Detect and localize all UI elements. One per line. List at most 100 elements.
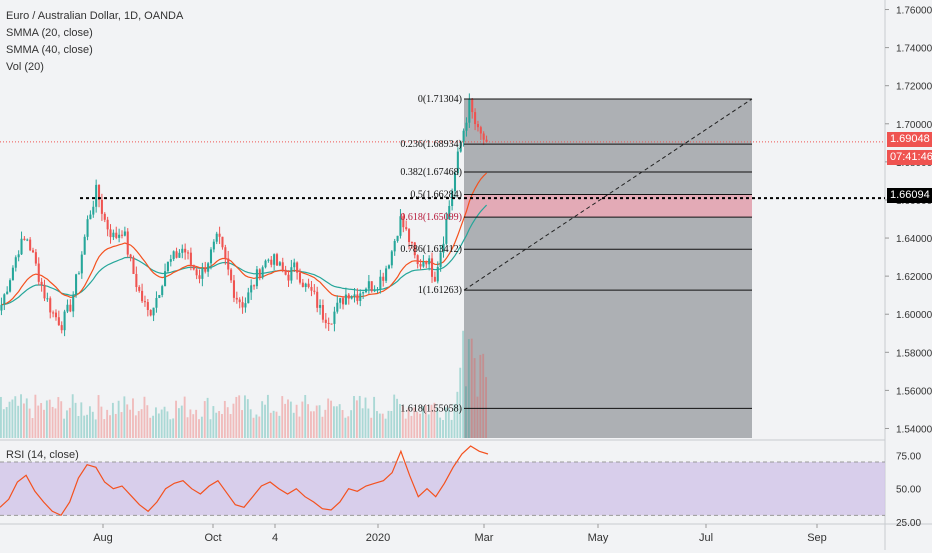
volume-bar	[235, 396, 238, 438]
candle-body	[474, 112, 477, 125]
volume-bar	[117, 400, 120, 438]
candle-body	[485, 139, 488, 142]
volume-bar	[269, 412, 272, 438]
candle-body	[453, 172, 457, 192]
candle-body	[258, 269, 261, 278]
candle-body	[224, 247, 227, 259]
volume-bar	[459, 367, 462, 438]
y-tick-label: 1.72000	[896, 82, 932, 93]
candle-body	[158, 294, 161, 298]
smma20-line	[1, 172, 488, 306]
candle-body	[387, 265, 390, 269]
candle-body	[313, 290, 316, 292]
volume-bar	[83, 415, 86, 438]
volume-bar	[143, 396, 146, 438]
candle-body	[109, 229, 112, 238]
candle-body	[23, 238, 26, 241]
volume-bar	[442, 419, 444, 438]
candle-body	[413, 242, 416, 256]
volume-bar	[80, 402, 83, 438]
volume-bar	[177, 408, 180, 438]
volume-bar	[310, 411, 312, 438]
rsi-line	[0, 445, 489, 517]
volume-bar	[295, 404, 298, 438]
candle-body	[172, 251, 175, 260]
candle-body	[0, 304, 3, 311]
volume-bar	[126, 404, 129, 438]
candle-body	[198, 275, 201, 279]
candle-body	[261, 267, 264, 278]
volume-bar	[123, 396, 126, 438]
candle-body	[184, 248, 187, 253]
volume-bar	[307, 404, 310, 438]
candle-body	[195, 269, 198, 276]
volume-bar	[232, 403, 235, 438]
volume-bar	[183, 396, 186, 438]
volume-bar	[378, 413, 381, 438]
candle-body	[232, 280, 235, 298]
volume-bar	[373, 396, 376, 438]
volume-bar	[68, 407, 71, 438]
fib-level-label: 0.5(1.66284)	[410, 190, 462, 201]
volume-bar	[298, 416, 301, 438]
candle-body	[359, 293, 362, 301]
volume-bar	[43, 409, 45, 438]
volume-bar	[281, 396, 284, 438]
volume-bar	[327, 398, 330, 438]
candle-body	[264, 260, 267, 268]
volume-bar	[393, 394, 396, 438]
rsi-y-tick-label: 25.00	[896, 518, 921, 529]
candle-body	[120, 234, 124, 236]
volume-bar	[100, 406, 103, 438]
x-tick-label: 4	[272, 532, 278, 544]
volume-bar	[292, 412, 295, 438]
candle-body	[192, 264, 195, 270]
volume-bar	[241, 410, 243, 438]
candle-body	[218, 233, 221, 237]
volume-bar	[221, 413, 223, 438]
candle-body	[476, 124, 479, 128]
candle-body	[135, 273, 138, 288]
line-price-tag: 1.66094	[887, 188, 932, 203]
rsi-y-tick-label: 50.00	[896, 485, 921, 496]
fib-level-label: 0.618(1.65099)	[400, 212, 462, 223]
volume-bar	[137, 411, 140, 438]
candle-body	[390, 251, 393, 266]
volume-bar	[94, 419, 97, 438]
candle-body	[385, 268, 388, 281]
volume-bar	[246, 399, 249, 438]
candle-body	[307, 283, 310, 287]
volume-bar	[163, 406, 166, 438]
volume-bar	[198, 419, 200, 438]
candle-body	[57, 317, 60, 326]
y-tick-label: 1.54000	[896, 424, 932, 435]
volume-bar	[155, 407, 157, 438]
candle-body	[66, 304, 69, 312]
volume-bar	[396, 398, 399, 438]
volume-bar	[134, 415, 137, 438]
candle-body	[456, 151, 459, 173]
volume-bar	[272, 410, 275, 438]
smma40-line	[1, 204, 488, 306]
fib-level-label: 0(1.71304)	[418, 94, 462, 105]
volume-bar	[264, 404, 266, 438]
candle-body	[152, 307, 155, 316]
volume-bar	[376, 411, 378, 438]
volume-bar	[132, 398, 134, 438]
volume-bar	[390, 410, 393, 438]
countdown-tag: 07:41:46	[887, 150, 932, 165]
volume-bar	[278, 415, 281, 438]
candle-body	[382, 276, 385, 281]
volume-bar	[335, 406, 338, 438]
candle-body	[169, 259, 172, 262]
candle-body	[181, 248, 184, 253]
candle-body	[106, 219, 109, 230]
volume-bar	[304, 394, 307, 438]
main-legend: Euro / Australian Dollar, 1D, OANDA SMMA…	[6, 8, 183, 76]
volume-bar	[416, 411, 419, 438]
volume-bar	[20, 394, 22, 438]
volume-bar	[324, 409, 327, 438]
candle-body	[9, 280, 12, 292]
last-price-tag: 1.69048	[887, 132, 932, 147]
